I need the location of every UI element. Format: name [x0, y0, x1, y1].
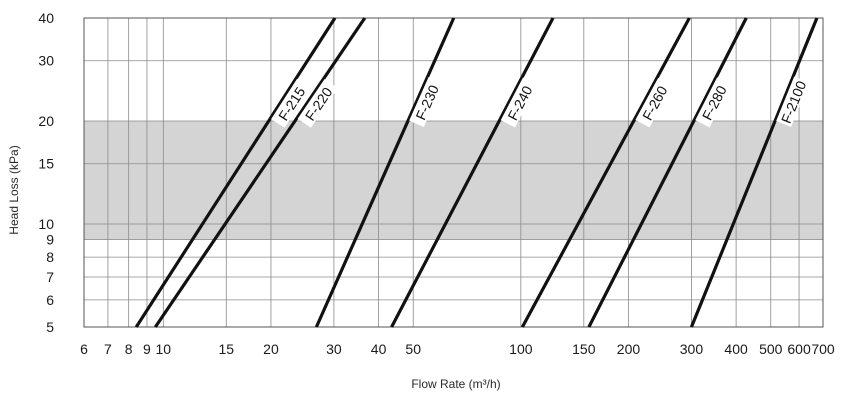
series-layer [134, 17, 819, 328]
y-tick-label: 40 [38, 10, 54, 26]
series-line [689, 17, 819, 328]
y-tick-label: 10 [38, 216, 54, 232]
y-tick-label: 15 [38, 156, 54, 172]
series-label-bg [409, 76, 444, 128]
x-tick-label: 9 [143, 341, 151, 357]
x-tick-label: 500 [759, 341, 783, 357]
x-tick-label: 200 [617, 341, 641, 357]
y-tick-label: 6 [46, 292, 54, 308]
series-label-bg [776, 76, 810, 127]
x-tick-label: 20 [263, 341, 279, 357]
y-tick-label: 30 [38, 53, 54, 69]
y-tick-label: 8 [46, 249, 54, 265]
series-label-bg [271, 78, 311, 128]
x-tick-label: 10 [156, 341, 172, 357]
x-tick-label: 100 [509, 341, 533, 357]
series-line [134, 17, 337, 328]
series-label-bg [695, 77, 732, 128]
series-label-bg [500, 77, 538, 128]
x-tick-label: 600 [787, 341, 811, 357]
x-tick-label: 15 [218, 341, 234, 357]
x-tick-label: 700 [811, 341, 835, 357]
y-tick-label: 5 [46, 319, 54, 335]
y-axis-label: Head Loss (kPa) [7, 145, 21, 234]
series-line [154, 17, 367, 328]
x-tick-label: 400 [724, 341, 748, 357]
x-tick-label: 6 [80, 341, 88, 357]
series-line [520, 17, 691, 328]
x-tick-label: 300 [680, 341, 704, 357]
x-tick-label: 150 [572, 341, 596, 357]
shaded-band [84, 121, 823, 240]
x-tick-label: 8 [125, 341, 133, 357]
series-line [587, 17, 748, 328]
y-tick-label: 20 [38, 113, 54, 129]
x-tick-label: 7 [104, 341, 112, 357]
y-tick-label: 7 [46, 269, 54, 285]
series-line [390, 17, 555, 328]
y-tick-label: 9 [46, 232, 54, 248]
series-label-bg [297, 79, 338, 128]
x-axis-label: Flow Rate (m³/h) [411, 377, 500, 391]
x-tick-label: 50 [405, 341, 421, 357]
series-label-bg [635, 77, 673, 128]
x-tick-label: 40 [371, 341, 387, 357]
x-tick-label: 30 [326, 341, 342, 357]
tick-layer: 6 7 8 9 10 15 20 30 40 50 100 150 200 300 400 500 600 700… [38, 10, 834, 357]
series-line [314, 17, 456, 328]
shade-layer [84, 121, 823, 240]
